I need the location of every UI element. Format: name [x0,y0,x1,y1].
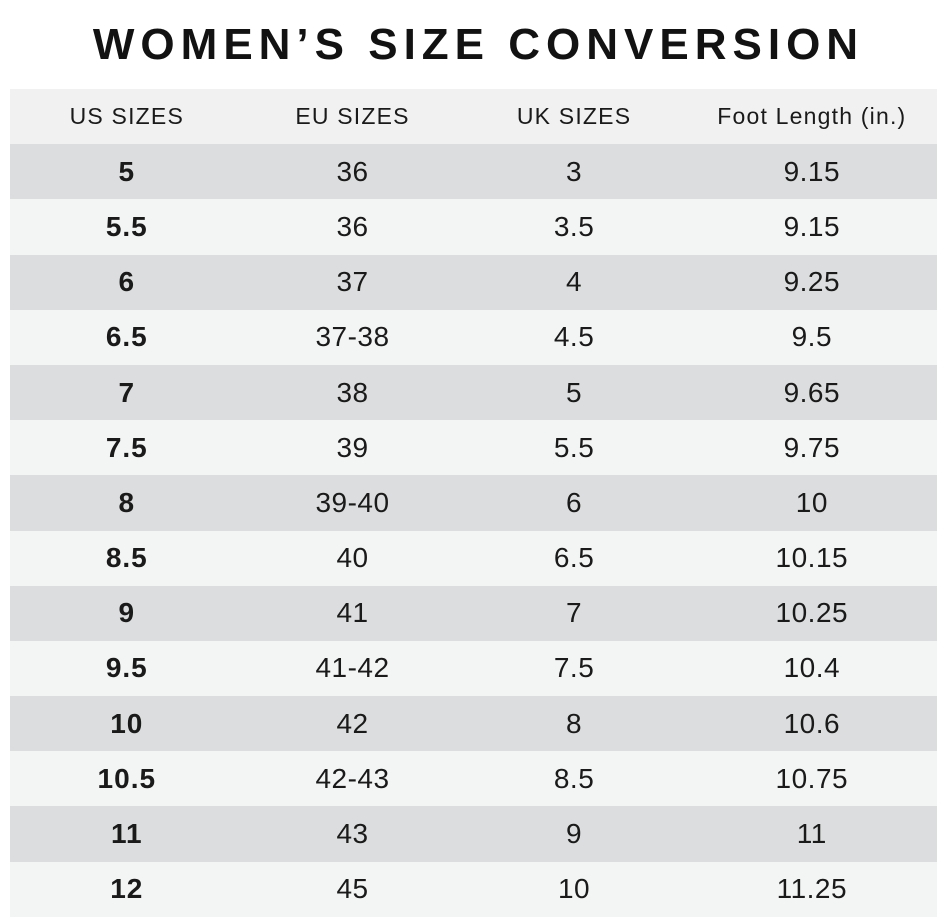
cell-eu-size: 41-42 [315,652,390,684]
cell-eu-size: 39 [336,431,369,463]
cell-us-size: 12 [110,873,144,905]
table-row: 9.5 41-42 7.5 10.4 [10,640,937,697]
table-row: 10 42 8 10.6 [10,696,937,752]
cell-us-size: 11 [110,818,143,850]
cell-us-size: 10 [110,707,144,739]
cell-foot-length: 10.6 [783,707,841,739]
page-title: WOMEN’S SIZE CONVERSION [92,19,865,69]
cell-foot-length: 9.25 [783,266,841,298]
table-header-row: US SIZES EU SIZES UK SIZES Foot Length (… [10,89,937,145]
table-row: 7.5 39 5.5 9.75 [10,420,937,476]
table-row: 8.5 40 6.5 10.15 [10,530,937,586]
cell-us-size: 9.5 [105,652,148,684]
table-row: 8 39-40 6 10 [10,475,937,531]
cell-us-size: 5 [118,155,136,187]
cell-foot-length: 11 [796,818,827,850]
column-header-uk-sizes: UK SIZES [516,103,632,130]
table-row: 5 36 3 9.15 [10,144,937,200]
cell-foot-length: 10.4 [783,652,841,684]
cell-us-size: 6.5 [105,321,148,353]
cell-foot-length: 9.75 [783,431,841,463]
cell-us-size: 8 [118,486,136,518]
cell-uk-size: 10 [557,873,591,905]
cell-uk-size: 8.5 [553,762,595,794]
cell-eu-size: 40 [336,542,369,574]
cell-foot-length: 9.65 [783,376,841,408]
cell-eu-size: 41 [336,597,369,629]
table-row: 11 43 9 11 [10,806,937,862]
title-bar: WOMEN’S SIZE CONVERSION [0,0,951,89]
cell-eu-size: 43 [336,818,369,850]
cell-eu-size: 42 [336,707,369,739]
cell-eu-size: 45 [336,873,369,905]
cell-foot-length: 10 [795,486,828,518]
cell-uk-size: 4.5 [553,321,595,353]
cell-foot-length: 10.75 [775,762,849,794]
table-row: 7 38 5 9.65 [10,364,937,421]
cell-eu-size: 37-38 [315,321,390,353]
column-header-foot-length: Foot Length (in.) [717,103,907,130]
cell-foot-length: 9.5 [791,321,833,353]
cell-us-size: 7 [118,376,136,408]
cell-uk-size: 6.5 [553,542,595,574]
cell-uk-size: 4 [566,266,583,298]
cell-uk-size: 5 [566,376,583,408]
column-header-us-sizes: US SIZES [69,103,184,130]
cell-uk-size: 5.5 [553,431,595,463]
table-row: 5.5 36 3.5 9.15 [10,199,937,255]
table-row: 10.5 42-43 8.5 10.75 [10,751,937,807]
size-conversion-table: US SIZES EU SIZES UK SIZES Foot Length (… [10,89,937,917]
cell-uk-size: 3.5 [553,210,595,242]
table-row: 6 37 4 9.25 [10,254,937,310]
cell-foot-length: 9.15 [783,210,841,242]
table-row: 12 45 10 11.25 [10,861,937,917]
cell-us-size: 9 [118,597,136,629]
cell-us-size: 10.5 [97,762,157,794]
cell-uk-size: 6 [566,486,583,518]
cell-foot-length: 9.15 [783,155,841,187]
cell-uk-size: 8 [566,707,583,739]
table-row: 9 41 7 10.25 [10,585,937,641]
cell-foot-length: 10.15 [775,542,849,574]
cell-us-size: 8.5 [105,542,148,574]
cell-uk-size: 7.5 [553,652,595,684]
cell-eu-size: 37 [336,266,369,298]
cell-uk-size: 9 [566,818,583,850]
cell-foot-length: 11.25 [776,873,848,905]
table-body: 5 36 3 9.15 5.5 36 3.5 9.15 6 37 4 9.25 6.5 37-38 4.5 9… [10,144,937,917]
cell-eu-size: 42-43 [315,762,390,794]
cell-us-size: 5.5 [105,210,148,242]
cell-eu-size: 39-40 [315,486,390,518]
column-header-eu-sizes: EU SIZES [295,103,410,130]
cell-eu-size: 38 [336,376,369,408]
cell-eu-size: 36 [336,210,369,242]
cell-uk-size: 7 [566,597,583,629]
table-row: 6.5 37-38 4.5 9.5 [10,309,937,365]
cell-us-size: 6 [118,266,136,298]
cell-eu-size: 36 [336,155,369,187]
cell-uk-size: 3 [566,155,583,187]
cell-foot-length: 10.25 [775,597,849,629]
cell-us-size: 7.5 [105,431,148,463]
